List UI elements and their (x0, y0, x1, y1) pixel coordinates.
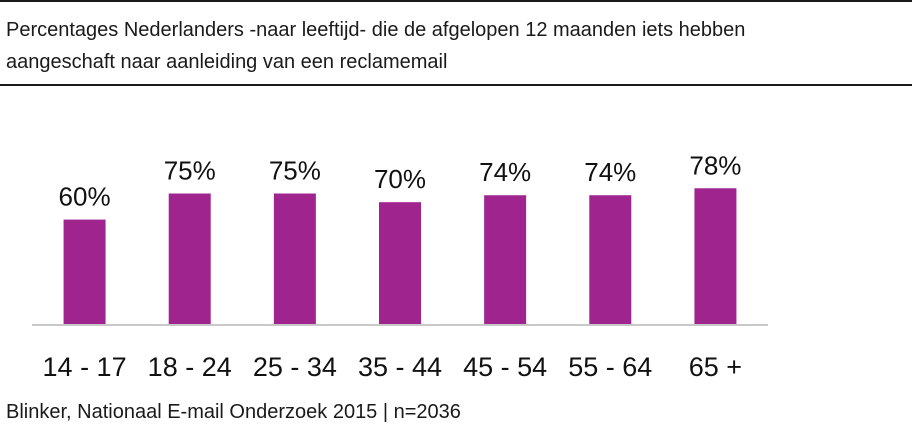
value-label: 74% (584, 157, 636, 187)
x-tick-label: 55 - 64 (568, 352, 652, 382)
bar-35-44 (379, 202, 421, 324)
value-label: 74% (479, 157, 531, 187)
x-tick-label: 14 - 17 (43, 352, 127, 382)
source-note: Blinker, Nationaal E-mail Onderzoek 2015… (6, 401, 461, 423)
value-label: 60% (59, 182, 111, 212)
bar-25-34 (273, 193, 316, 324)
bar-65 (694, 188, 737, 324)
x-tick-label: 25 - 34 (253, 352, 337, 382)
value-label: 75% (269, 156, 321, 186)
title-divider (0, 84, 912, 86)
bar-14-17 (63, 219, 106, 324)
x-tick-label: 65 + (689, 352, 742, 382)
value-label: 70% (374, 164, 426, 194)
value-label: 75% (164, 156, 216, 186)
x-tick-label: 18 - 24 (148, 352, 232, 382)
chart-title-line-2: aangeschaft naar aanleiding van een recl… (6, 51, 448, 73)
bar-chart: 60% 75% 75% 70% 74% 74% 78% 14 - 17 18 - 24 25 -… (32, 150, 768, 382)
bar-55-64 (589, 195, 632, 324)
x-tick-label: 35 - 44 (358, 352, 442, 382)
value-label: 78% (689, 150, 741, 180)
x-tick-label: 45 - 54 (463, 352, 547, 382)
x-tick-labels-group: 14 - 17 18 - 24 25 - 34 35 - 44 45 - 54 55 - … (43, 352, 743, 382)
top-rule (0, 0, 912, 2)
bars-group (63, 188, 737, 324)
bar-45-54 (484, 195, 527, 324)
bar-18-24 (168, 193, 211, 324)
value-labels-group: 60% 75% 75% 70% 74% 74% 78% (59, 150, 742, 211)
chart-title: Percentages Nederlanders -naar leeftijd-… (6, 14, 886, 78)
chart-title-line-1: Percentages Nederlanders -naar leeftijd-… (6, 19, 746, 41)
